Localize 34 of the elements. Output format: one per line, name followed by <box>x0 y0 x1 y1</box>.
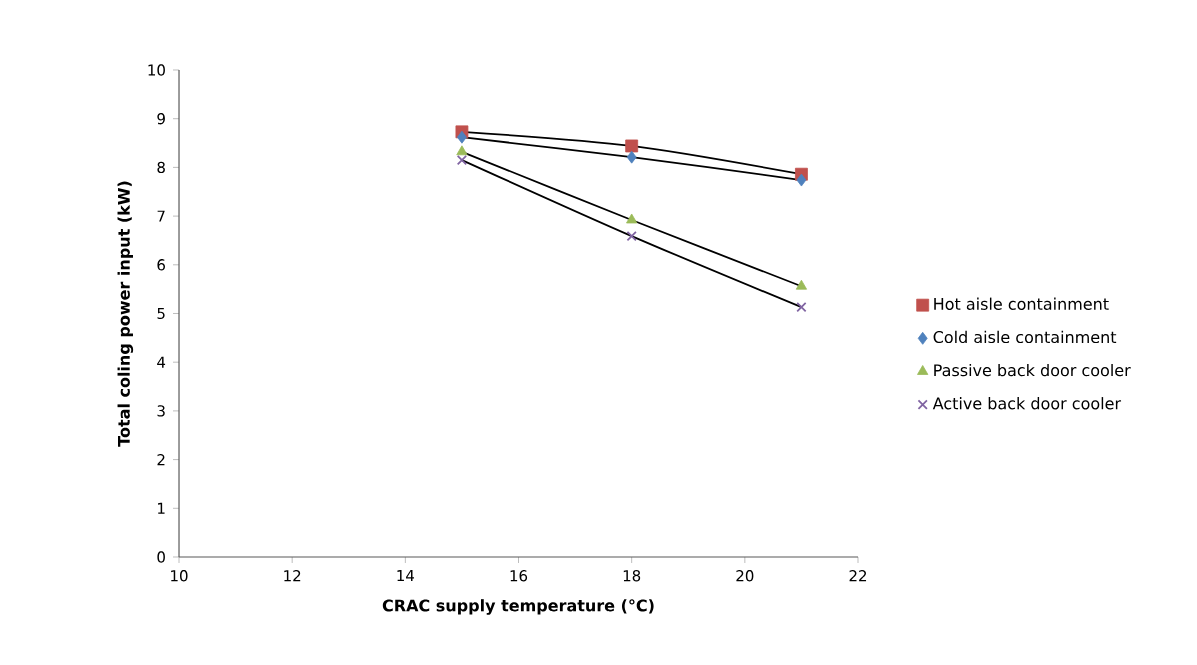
x-tick-label: 18 <box>623 570 641 582</box>
point <box>796 302 807 313</box>
y-tick-label: 10 <box>148 64 165 76</box>
y-tick-label: 8 <box>157 161 165 174</box>
y-axis-title: Total coling power input (kW) <box>117 181 134 447</box>
x-tick-label: 14 <box>397 570 415 581</box>
point <box>626 230 637 242</box>
y-tick-label: 6 <box>157 259 165 271</box>
point <box>456 145 468 156</box>
x-tick-label: 12 <box>284 570 301 582</box>
point <box>796 173 807 187</box>
point <box>457 130 467 144</box>
legend-label: Cold aisle containment <box>933 330 1117 344</box>
x-tick-label: 22 <box>849 570 867 582</box>
y-tick-label: 7 <box>157 210 165 222</box>
y-tick-label: 5 <box>157 307 165 320</box>
y-tick-label: 4 <box>157 356 166 368</box>
legend-label: Hot aisle containment <box>934 297 1109 310</box>
legend-label: Active back door cooler <box>932 397 1122 410</box>
y-tick-label: 3 <box>157 405 165 417</box>
y-tick-label: 9 <box>157 113 165 125</box>
legend-label: Passive back door cooler <box>934 363 1131 377</box>
y-tick-label: 1 <box>158 502 165 514</box>
point <box>626 213 638 224</box>
point <box>625 139 639 153</box>
point <box>456 154 468 166</box>
y-tick-label: 0 <box>157 551 165 563</box>
x-tick-label: 20 <box>736 570 754 582</box>
point <box>795 279 808 290</box>
point <box>626 150 637 164</box>
y-tick-label: 2 <box>157 454 165 466</box>
x-tick-label: 16 <box>510 570 528 582</box>
x-tick-label: 10 <box>171 570 188 582</box>
x-axis-title: CRAC supply temperature (°C) <box>382 599 654 615</box>
